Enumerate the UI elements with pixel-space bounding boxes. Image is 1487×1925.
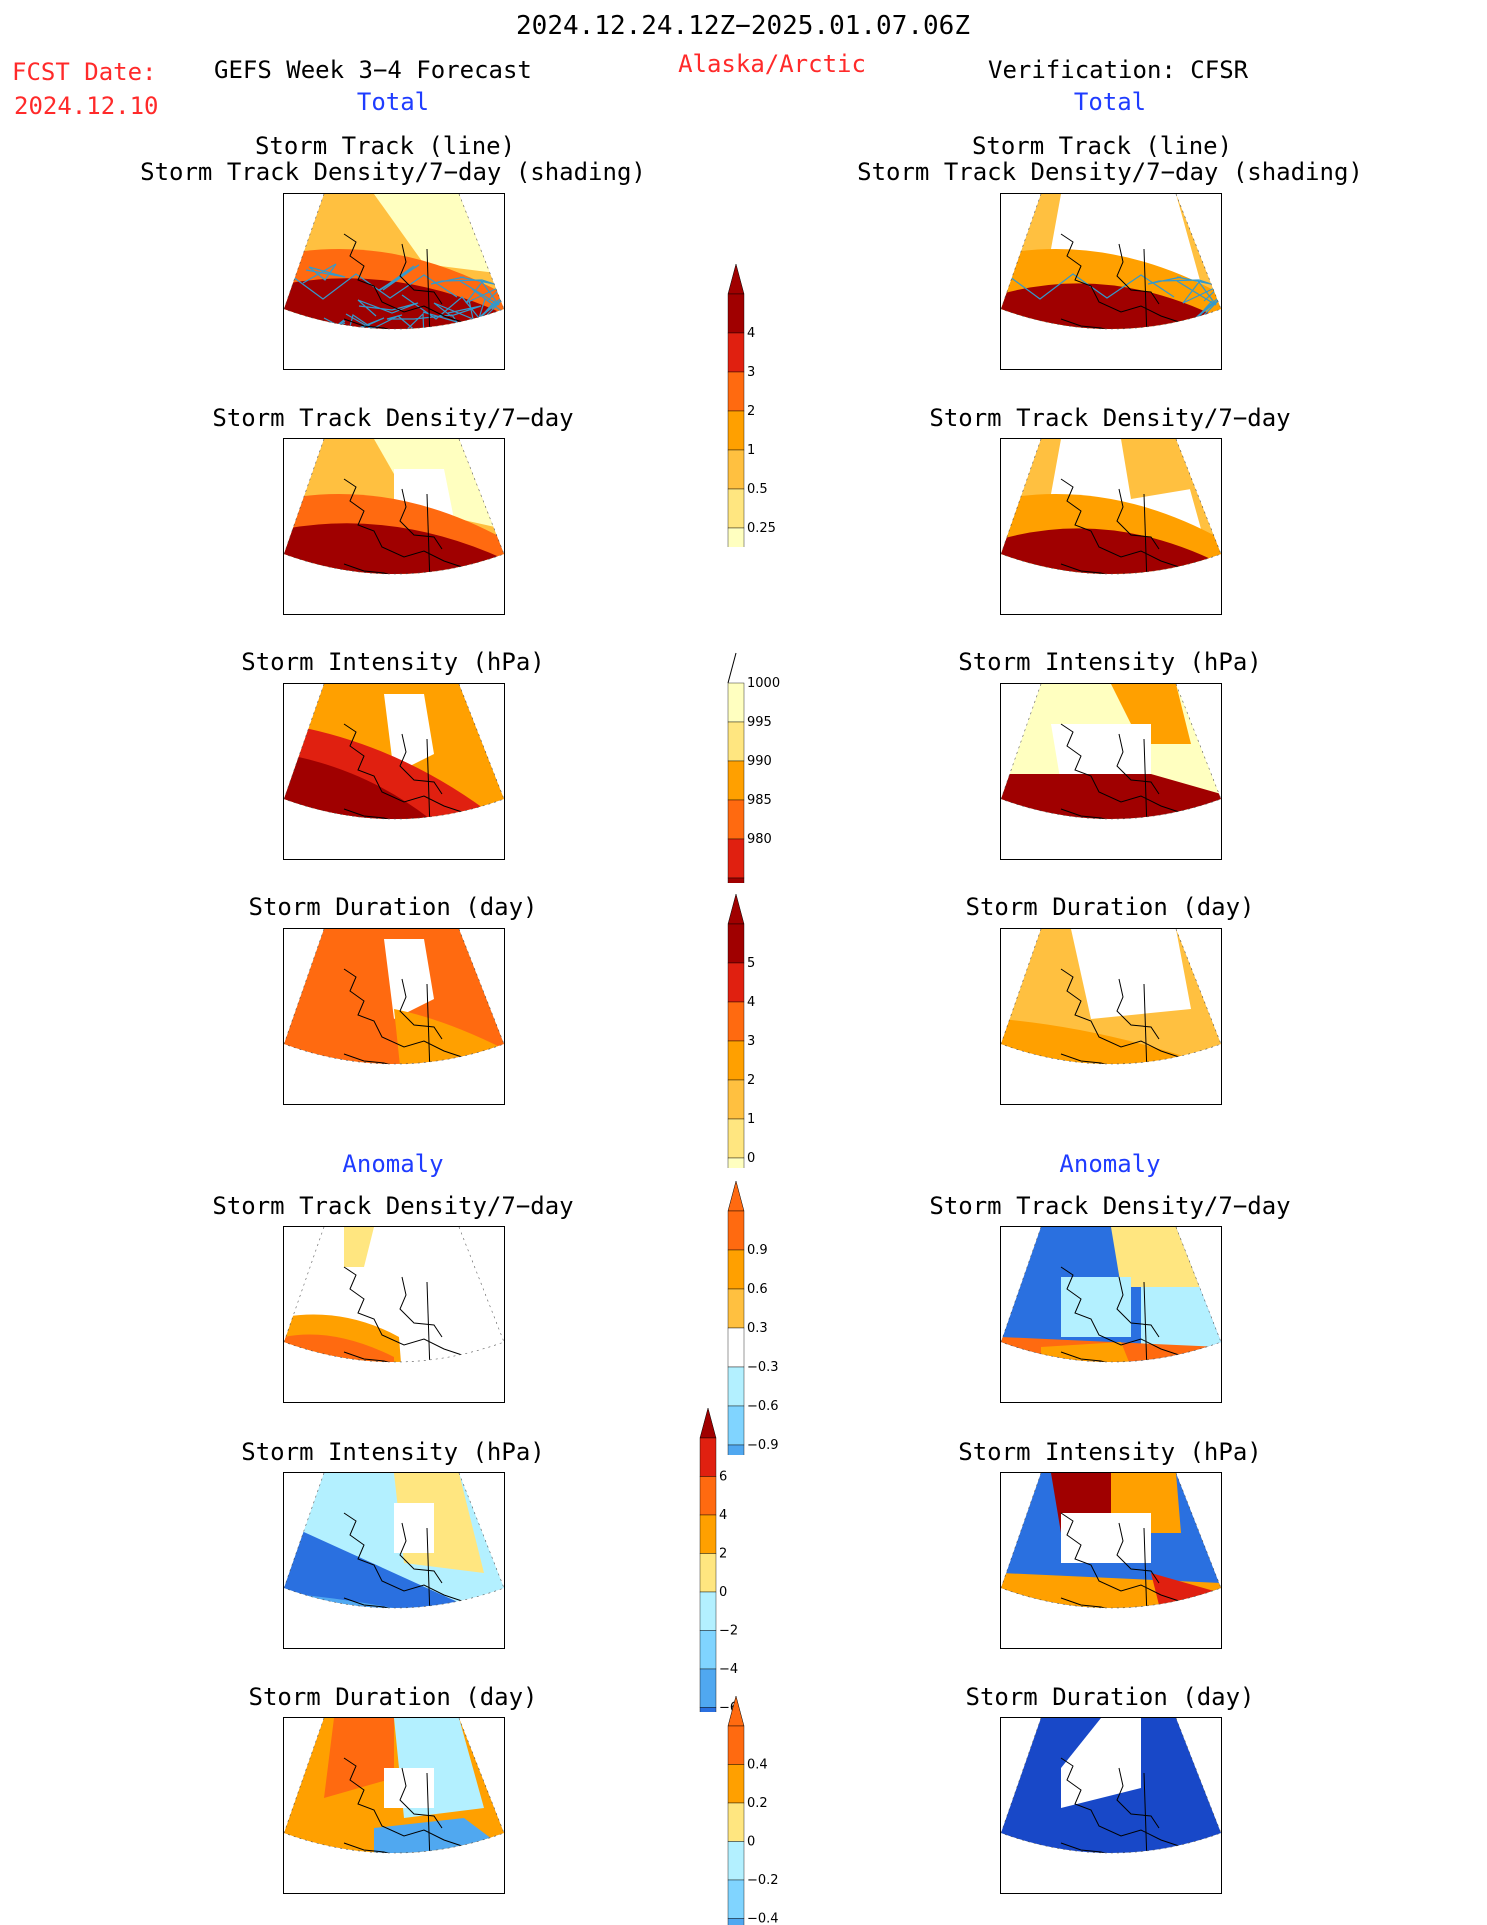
right-anom-duration-title: Storm Duration (day) bbox=[965, 1683, 1255, 1711]
right-intensity-title: Storm Intensity (hPa) bbox=[958, 648, 1262, 676]
right-anom-intensity-title: Storm Intensity (hPa) bbox=[958, 1438, 1262, 1466]
map-left-intensity bbox=[283, 683, 505, 860]
left-density-title: Storm Track Density/7−day bbox=[212, 404, 574, 432]
right-verification-title: Verification: CFSR bbox=[988, 56, 1249, 84]
colorbar-tick-label: −6 bbox=[719, 1701, 738, 1713]
map-left-anom-intensity bbox=[283, 1472, 505, 1649]
date-range: 2024.12.24.12Z−2025.01.07.06Z bbox=[516, 11, 970, 41]
map-left-track bbox=[283, 193, 505, 370]
fcst-date-value: 2024.12.10 bbox=[14, 92, 159, 120]
colorbar-intensity-anom: 6 4 2 0 −2 −4 −6 bbox=[699, 1407, 738, 1713]
colorbar-tick-label: 985 bbox=[747, 793, 772, 808]
colorbar-tick-label: 0.6 bbox=[747, 1282, 768, 1297]
colorbar-tick-label: 0 bbox=[747, 1835, 755, 1850]
map-right-anom-intensity bbox=[1000, 1472, 1222, 1649]
left-intensity-title: Storm Intensity (hPa) bbox=[241, 648, 545, 676]
colorbar-tick-label: 0.5 bbox=[747, 482, 768, 497]
colorbar-density-total: 4 3 2 1 0.5 0.25 bbox=[727, 263, 776, 547]
left-model-title: GEFS Week 3−4 Forecast bbox=[214, 56, 532, 84]
colorbar-tick-label: 0.3 bbox=[747, 1321, 768, 1336]
map-right-intensity bbox=[1000, 683, 1222, 860]
colorbar-tick-label: 0 bbox=[719, 1585, 727, 1600]
colorbar-tick-label: 2 bbox=[719, 1547, 727, 1562]
left-anom-duration-title: Storm Duration (day) bbox=[248, 1683, 538, 1711]
map-right-density bbox=[1000, 438, 1222, 615]
colorbar-duration-total: 5 4 3 2 1 0 bbox=[727, 893, 755, 1168]
colorbar-tick-label: 1 bbox=[747, 1112, 755, 1127]
colorbar-duration-anom: 0.4 0.2 0 −0.2 −0.4 bbox=[727, 1695, 779, 1925]
colorbar-tick-label: −0.4 bbox=[747, 1912, 779, 1925]
right-anomaly-label: Anomaly bbox=[1059, 1150, 1161, 1178]
colorbar-tick-label: 2 bbox=[747, 1073, 755, 1088]
map-left-density bbox=[283, 438, 505, 615]
colorbar-tick-label: 3 bbox=[747, 1034, 755, 1049]
map-right-anom-duration bbox=[1000, 1717, 1222, 1894]
colorbar-tick-label: 2 bbox=[747, 404, 755, 419]
map-left-anom-density bbox=[283, 1226, 505, 1403]
colorbar-tick-label: 1000 bbox=[747, 676, 780, 691]
right-track-line-title: Storm Track (line) bbox=[971, 132, 1233, 160]
colorbar-tick-label: 4 bbox=[747, 995, 755, 1010]
colorbar-tick-label: −2 bbox=[719, 1624, 738, 1639]
colorbar-tick-label: 4 bbox=[719, 1508, 727, 1523]
right-total-label: Total bbox=[1073, 88, 1147, 116]
map-right-duration bbox=[1000, 928, 1222, 1105]
colorbar-tick-label: 980 bbox=[747, 832, 772, 847]
colorbar-tick-label: 995 bbox=[747, 715, 772, 730]
map-right-anom-density bbox=[1000, 1226, 1222, 1403]
left-duration-title: Storm Duration (day) bbox=[248, 893, 538, 921]
colorbar-tick-label: 3 bbox=[747, 365, 755, 380]
colorbar-tick-label: −0.9 bbox=[747, 1438, 779, 1453]
map-right-track bbox=[1000, 193, 1222, 370]
colorbar-tick-label: −0.3 bbox=[747, 1360, 779, 1375]
left-track-line-title: Storm Track (line) bbox=[254, 132, 516, 160]
fcst-date-label: FCST Date: bbox=[12, 58, 157, 86]
colorbar-intensity-total: 1000 995 990 985 980 bbox=[727, 652, 780, 883]
colorbar-tick-label: 0.4 bbox=[747, 1758, 768, 1773]
colorbar-tick-label: 6 bbox=[719, 1470, 727, 1485]
colorbar-tick-label: −0.6 bbox=[747, 1399, 779, 1414]
left-total-label: Total bbox=[356, 88, 430, 116]
left-track-shading-title: Storm Track Density/7−day (shading) bbox=[140, 158, 646, 186]
colorbar-density-anom: 0.9 0.6 0.3 −0.3 −0.6 −0.9 bbox=[727, 1180, 779, 1455]
colorbar-tick-label: 4 bbox=[747, 326, 755, 341]
colorbar-tick-label: 1 bbox=[747, 443, 755, 458]
left-anomaly-label: Anomaly bbox=[342, 1150, 444, 1178]
right-density-title: Storm Track Density/7−day bbox=[929, 404, 1291, 432]
colorbar-tick-label: −4 bbox=[719, 1662, 738, 1677]
colorbar-tick-label: 0.9 bbox=[747, 1243, 768, 1258]
colorbar-tick-label: 0 bbox=[747, 1151, 755, 1166]
colorbar-tick-label: 0.25 bbox=[747, 521, 776, 536]
colorbar-tick-label: −0.2 bbox=[747, 1873, 779, 1888]
map-left-duration bbox=[283, 928, 505, 1105]
colorbar-tick-label: 0.2 bbox=[747, 1796, 768, 1811]
colorbar-tick-label: 990 bbox=[747, 754, 772, 769]
right-anom-density-title: Storm Track Density/7−day bbox=[929, 1192, 1291, 1220]
right-track-shading-title: Storm Track Density/7−day (shading) bbox=[857, 158, 1363, 186]
right-duration-title: Storm Duration (day) bbox=[965, 893, 1255, 921]
left-anom-density-title: Storm Track Density/7−day bbox=[212, 1192, 574, 1220]
map-left-anom-duration bbox=[283, 1717, 505, 1894]
colorbar-tick-label: 5 bbox=[747, 956, 755, 971]
region-title: Alaska/Arctic bbox=[678, 50, 866, 78]
left-anom-intensity-title: Storm Intensity (hPa) bbox=[241, 1438, 545, 1466]
